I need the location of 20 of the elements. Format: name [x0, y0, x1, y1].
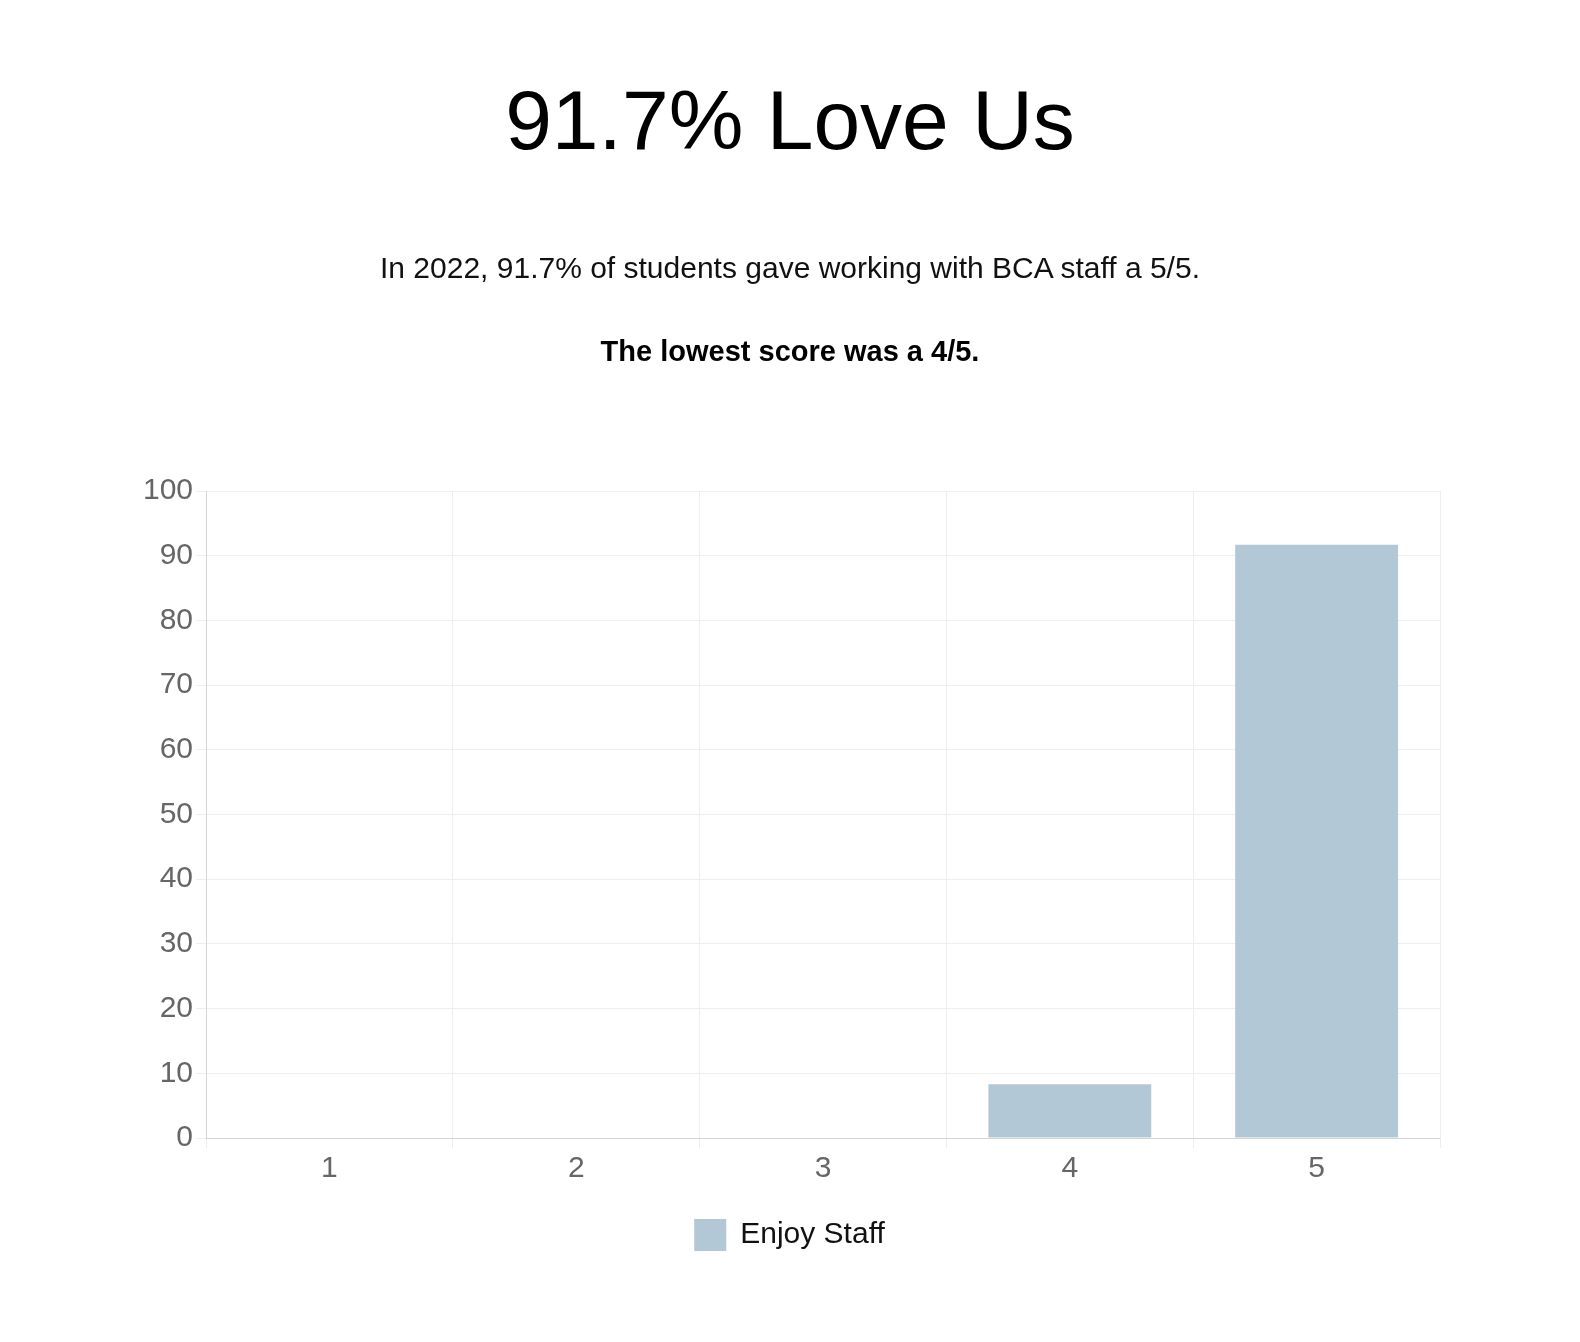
- x-tick-label: 1: [321, 1150, 338, 1184]
- y-tick-label: 100: [142, 472, 194, 506]
- y-tick-label: 0: [176, 1119, 194, 1153]
- y-tick-label: 50: [159, 795, 194, 829]
- x-tick-label: 4: [1061, 1150, 1079, 1184]
- y-tick-label: 80: [159, 601, 194, 635]
- x-tick-label: 5: [1308, 1150, 1325, 1184]
- y-tick-label: 90: [159, 536, 194, 570]
- y-tick-label: 40: [159, 860, 194, 894]
- y-tick-label: 70: [159, 666, 194, 700]
- y-tick-label: 10: [159, 1054, 194, 1088]
- chart-title: 91.7% Love Us: [504, 72, 1076, 169]
- chart-subtitle: In 2022, 91.7% of students gave working with BCA staff a 5/5.: [379, 251, 1201, 285]
- y-tick-label: 60: [159, 731, 194, 765]
- x-tick-label: 3: [814, 1150, 832, 1184]
- legend-label: Enjoy Staff: [740, 1216, 886, 1250]
- x-tick-label: 2: [567, 1150, 585, 1184]
- y-tick-label: 30: [159, 925, 194, 959]
- text: The lowest score was a 4/5.: [599, 335, 981, 368]
- y-tick-label: 20: [159, 989, 194, 1023]
